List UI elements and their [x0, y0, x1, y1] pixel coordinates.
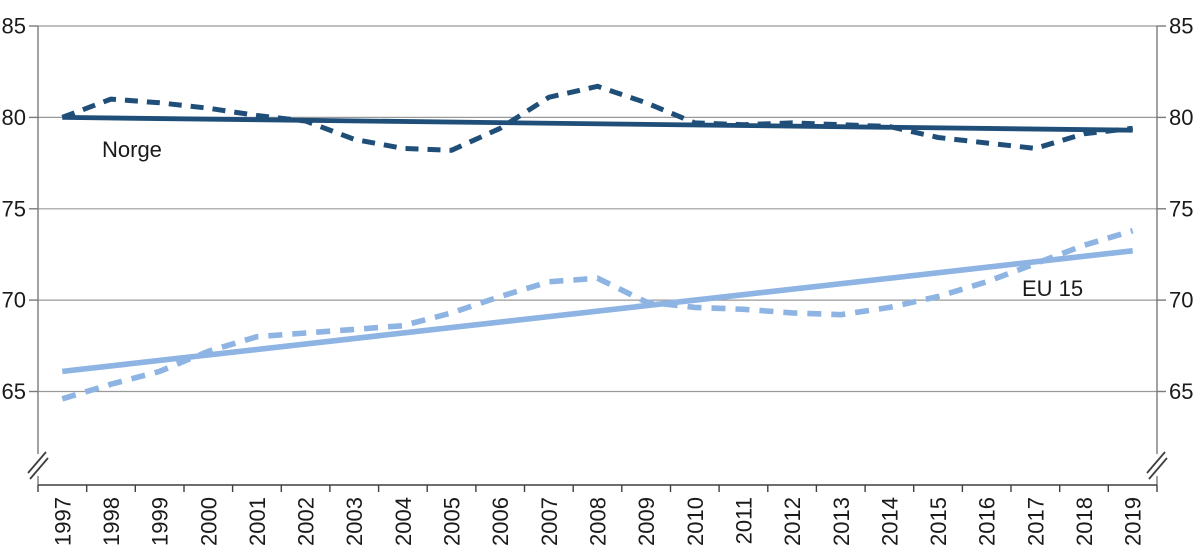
axis-break-mark — [27, 451, 47, 474]
x-axis-label-1997: 1997 — [50, 497, 75, 546]
x-axis-label-2010: 2010 — [683, 497, 708, 546]
x-axis-label-2012: 2012 — [780, 497, 805, 546]
x-axis-label-2004: 2004 — [391, 497, 416, 546]
y-axis-label-left-70: 70 — [2, 288, 26, 313]
chart-layers: 85 85 80 80 75 75 70 70 65 65 1997 1998 1999 2000 2001… — [2, 14, 1194, 546]
y-axis-label-right-65: 65 — [1169, 379, 1193, 404]
y-axis-label-right-70: 70 — [1169, 288, 1193, 313]
eu15-series-label: EU 15 — [1022, 276, 1083, 301]
x-axis-label-2002: 2002 — [294, 497, 319, 546]
x-axis-label-2007: 2007 — [537, 497, 562, 546]
x-axis-label-1999: 1999 — [148, 497, 173, 546]
x-axis-label-2005: 2005 — [440, 497, 465, 546]
y-axis-label-left-75: 75 — [2, 196, 26, 221]
norge-actual-line — [61, 83, 1133, 153]
y-axis-label-right-80: 80 — [1169, 105, 1193, 130]
x-axis-label-2014: 2014 — [877, 497, 902, 546]
norge-trend-line — [62, 115, 1133, 133]
x-axis-label-2015: 2015 — [926, 497, 951, 546]
axis-break-mark — [29, 457, 49, 480]
y-axis-label-left-80: 80 — [2, 105, 26, 130]
norge-series-label: Norge — [102, 137, 162, 162]
y-axis-label-left-85: 85 — [2, 14, 26, 39]
x-axis-label-2016: 2016 — [975, 497, 1000, 546]
eu15-trend-line — [61, 248, 1134, 375]
axis-break-mark — [1146, 451, 1166, 474]
x-axis-label-2018: 2018 — [1072, 497, 1097, 546]
x-axis-label-2019: 2019 — [1121, 497, 1146, 546]
x-axis-label-2011: 2011 — [732, 497, 757, 544]
eu15-actual-line — [61, 228, 1134, 402]
x-axis-label-2001: 2001 — [245, 497, 270, 546]
x-axis-label-2008: 2008 — [586, 497, 611, 546]
x-axis-label-2013: 2013 — [829, 497, 854, 546]
y-axis-label-right-85: 85 — [1169, 14, 1193, 39]
x-axis-label-2009: 2009 — [634, 497, 659, 546]
axis-break-mark — [1148, 457, 1168, 480]
x-axis-label-1998: 1998 — [99, 497, 124, 546]
y-axis-label-right-75: 75 — [1169, 196, 1193, 221]
y-axis-label-left-65: 65 — [2, 379, 26, 404]
x-axis-label-2017: 2017 — [1023, 497, 1048, 546]
x-axis-label-2000: 2000 — [196, 497, 221, 546]
x-axis-label-2006: 2006 — [488, 497, 513, 546]
x-axis-label-2003: 2003 — [342, 497, 367, 546]
